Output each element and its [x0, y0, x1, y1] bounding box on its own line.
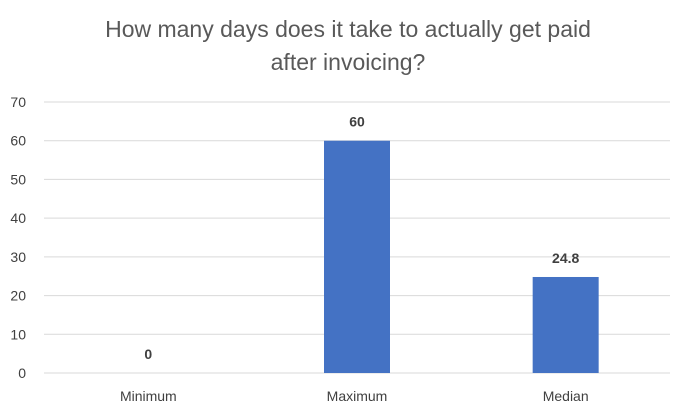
y-axis-ticks: 0 10 20 30 40 50 60 70: [10, 94, 26, 381]
y-tick-label: 70: [10, 94, 26, 110]
data-labels: 0 60 24.8: [144, 114, 579, 362]
y-tick-label: 40: [10, 210, 26, 226]
x-axis-categories: Minimum Maximum Median: [120, 388, 589, 404]
data-label-maximum: 60: [349, 114, 365, 130]
bars: [324, 140, 599, 373]
bar-median: [532, 276, 599, 373]
y-tick-label: 0: [18, 365, 26, 381]
x-category-label-minimum: Minimum: [120, 388, 177, 404]
y-tick-label: 30: [10, 249, 26, 265]
y-tick-label: 60: [10, 133, 26, 149]
data-label-minimum: 0: [144, 346, 152, 362]
x-category-label-median: Median: [543, 388, 589, 404]
data-label-median: 24.8: [552, 250, 579, 266]
x-category-label-maximum: Maximum: [327, 388, 388, 404]
chart-title-line-2: after invoicing?: [271, 49, 426, 75]
y-tick-label: 50: [10, 171, 26, 187]
y-tick-label: 20: [10, 288, 26, 304]
bar-maximum: [324, 140, 390, 373]
chart-title-line-1: How many days does it take to actually g…: [105, 16, 591, 42]
y-tick-label: 10: [10, 326, 26, 342]
chart-title: How many days does it take to actually g…: [105, 16, 591, 75]
